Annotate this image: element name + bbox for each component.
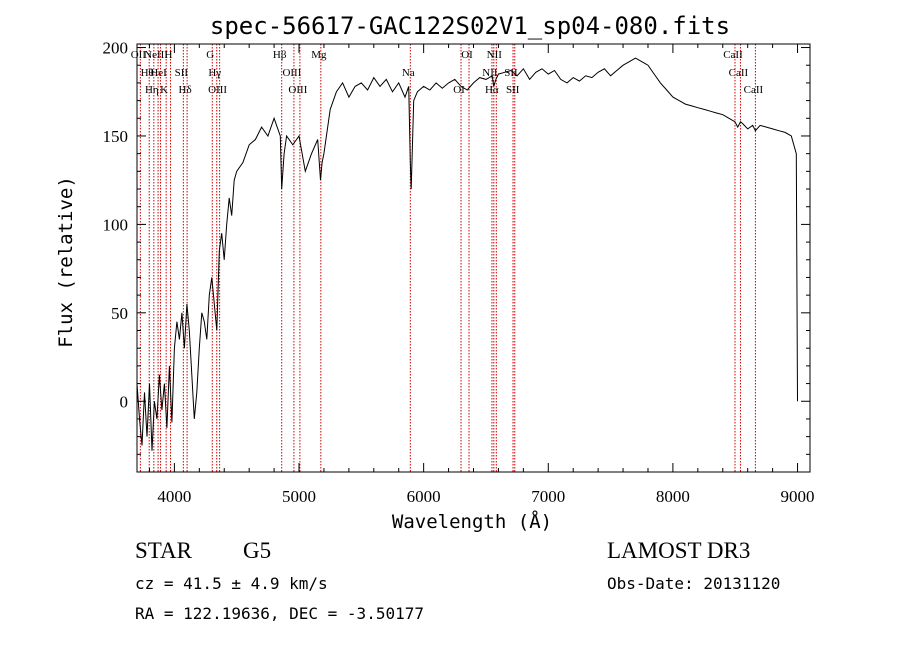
line-marker-label: NII [487,49,503,61]
line-marker-label: OIII [288,84,307,96]
y-tick-label: 100 [103,215,129,234]
line-marker-label: OIII [282,67,301,79]
plot-frame [136,43,811,473]
line-marker-label: G [206,49,214,61]
x-tick-label: 8000 [656,487,690,506]
line-marker-label: CaII [744,84,764,96]
line-marker-label: SII [175,67,189,79]
line-marker-label: HeI [150,67,167,79]
object-subclass: G5 [243,538,272,563]
line-marker-label: H [165,49,173,61]
line-marker-label: OI [453,84,465,96]
line-marker-label: Hα [485,84,499,96]
x-tick-label: 4000 [157,487,191,506]
line-marker-label: CaII [729,67,749,79]
line-marker-label: Hγ [208,67,221,79]
y-axis-label: Flux (relative) [55,176,77,348]
line-marker-label: OII [131,49,147,61]
line-marker-label: NeIII [144,49,168,61]
line-marker-label: CaII [723,49,743,61]
y-tick-label: 0 [120,392,129,411]
line-marker-label: NII [482,67,498,79]
spectrum-line [136,57,798,451]
x-axis-label: Wavelength (Å) [392,510,552,533]
redshift-cz: cz = 41.5 ± 4.9 km/s [135,574,328,593]
x-tick-label: 7000 [531,487,565,506]
y-tick-label: 150 [103,127,129,146]
survey-name: LAMOST DR3 [607,538,751,563]
line-marker-label: Hβ [273,49,287,61]
line-marker-label: SII [506,84,520,96]
line-marker-label: OIII [208,84,227,96]
x-tick-label: 9000 [781,487,815,506]
line-marker-label: Hθ [141,67,154,79]
coordinates: RA = 122.19636, DEC = -3.50177 [135,604,424,623]
line-marker-label: Hδ [179,84,192,96]
object-class: STAR [135,538,192,563]
x-tick-label: 5000 [282,487,316,506]
line-marker-label: OI [461,49,473,61]
observation-date: Obs-Date: 20131120 [607,574,781,593]
chart-title: spec-56617-GAC122S02V1_sp04-080.fits [210,12,730,40]
line-marker-label: Na [402,67,415,79]
x-tick-label: 6000 [407,487,441,506]
y-tick-label: 50 [111,304,128,323]
line-marker-label: SII [504,67,518,79]
line-marker-label: K [160,84,168,96]
line-marker-label: Mg [311,49,327,61]
line-marker-label: Hη [145,84,159,96]
y-tick-label: 200 [103,39,129,58]
